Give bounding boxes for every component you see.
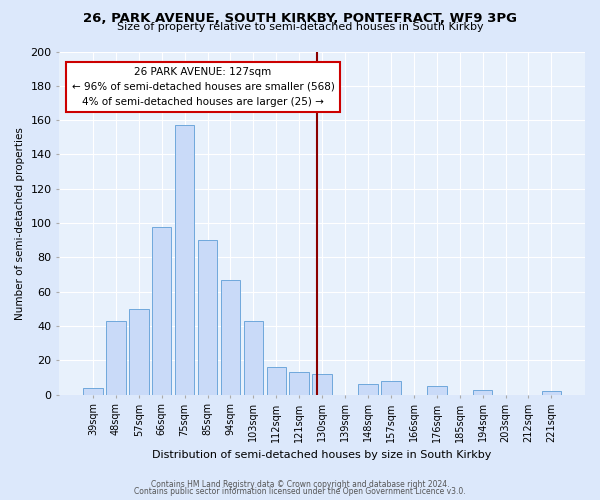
Bar [473, 390, 493, 394]
Bar [129, 309, 149, 394]
Text: Size of property relative to semi-detached houses in South Kirkby: Size of property relative to semi-detach… [116, 22, 484, 32]
Bar [289, 372, 309, 394]
Text: Contains public sector information licensed under the Open Government Licence v3: Contains public sector information licen… [134, 487, 466, 496]
Bar [221, 280, 240, 394]
Text: 26 PARK AVENUE: 127sqm
← 96% of semi-detached houses are smaller (568)
4% of sem: 26 PARK AVENUE: 127sqm ← 96% of semi-det… [71, 67, 334, 106]
Bar [358, 384, 378, 394]
Bar [381, 381, 401, 394]
Bar [542, 391, 561, 394]
Bar [83, 388, 103, 394]
Bar [266, 367, 286, 394]
Text: 26, PARK AVENUE, SOUTH KIRKBY, PONTEFRACT, WF9 3PG: 26, PARK AVENUE, SOUTH KIRKBY, PONTEFRAC… [83, 12, 517, 26]
Bar [313, 374, 332, 394]
Y-axis label: Number of semi-detached properties: Number of semi-detached properties [15, 126, 25, 320]
Bar [175, 126, 194, 394]
Text: Contains HM Land Registry data © Crown copyright and database right 2024.: Contains HM Land Registry data © Crown c… [151, 480, 449, 489]
Bar [198, 240, 217, 394]
Bar [152, 226, 172, 394]
Bar [244, 321, 263, 394]
Bar [106, 321, 125, 394]
X-axis label: Distribution of semi-detached houses by size in South Kirkby: Distribution of semi-detached houses by … [152, 450, 492, 460]
Bar [427, 386, 446, 394]
